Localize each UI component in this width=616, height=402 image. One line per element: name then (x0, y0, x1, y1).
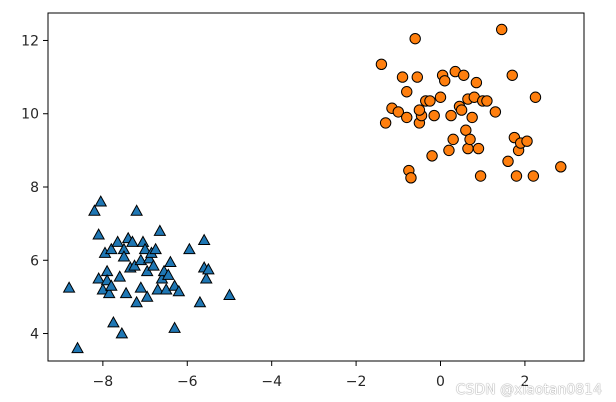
triangle-point (117, 250, 131, 262)
triangle-point (151, 283, 165, 295)
triangle-point (140, 264, 154, 277)
plot-marks (62, 23, 567, 354)
circle-point (458, 69, 470, 81)
circle-point (506, 69, 518, 81)
y-tick-label: 4 (30, 327, 39, 343)
triangle-point (197, 233, 211, 246)
circle-point (401, 111, 413, 124)
triangle-point (147, 259, 160, 271)
triangle-point (223, 288, 236, 300)
triangle-point (130, 204, 143, 216)
circle-point (443, 144, 455, 157)
circle-point (466, 111, 478, 124)
circle-point (496, 23, 508, 36)
triangle-point (161, 268, 175, 280)
circle-point (409, 32, 421, 45)
circle-point (428, 109, 440, 122)
triangle-point (88, 204, 101, 216)
triangle-point (107, 316, 120, 328)
circle-point (447, 133, 459, 146)
triangle-point (142, 251, 156, 264)
triangle-point (130, 295, 143, 308)
circle-point (411, 71, 423, 83)
circle-point (462, 142, 474, 155)
y-tick-label: 10 (21, 107, 39, 123)
circle-point (521, 135, 533, 147)
y-tick-label: 8 (30, 180, 39, 196)
circle-point (510, 170, 523, 182)
circle-point (434, 91, 447, 103)
x-tick-label: −8 (93, 374, 114, 390)
circle-point (481, 95, 493, 107)
triangle-point (96, 283, 110, 295)
circle-point (464, 133, 476, 146)
y-tick-label: 12 (21, 33, 39, 49)
circle-point (472, 142, 485, 155)
circle-point (460, 124, 472, 136)
triangle-point (183, 242, 196, 255)
triangle-point (119, 286, 133, 299)
triangle-point (102, 286, 116, 299)
triangle-point (140, 290, 154, 302)
triangle-point (164, 255, 177, 267)
circle-point (529, 91, 542, 103)
x-tick-label: 2 (520, 374, 529, 390)
triangle-point (94, 195, 108, 207)
triangle-point (126, 235, 139, 247)
x-tick-label: 0 (436, 374, 445, 390)
circle-point (424, 95, 436, 107)
triangle-point (71, 341, 84, 354)
circle-point (396, 71, 409, 83)
triangle-point (104, 279, 118, 291)
circle-point (413, 104, 426, 116)
triangle-point (62, 281, 76, 293)
x-tick-label: −4 (261, 374, 282, 390)
circle-point (489, 106, 502, 118)
triangle-point (153, 224, 167, 236)
triangle-point (199, 272, 213, 284)
circle-point (502, 155, 514, 168)
circle-point (474, 170, 487, 182)
triangle-point (115, 326, 129, 339)
triangle-point (159, 283, 173, 295)
triangle-point (168, 321, 181, 333)
circle-point (445, 109, 457, 122)
triangle-point (172, 284, 186, 297)
y-tick-label: 6 (30, 253, 39, 269)
x-tick-label: −6 (177, 374, 198, 390)
triangle-point (134, 281, 148, 293)
circle-point (555, 161, 567, 173)
circle-point (470, 76, 483, 89)
triangle-point (193, 295, 207, 308)
circle-point (455, 104, 468, 116)
circle-point (375, 58, 388, 70)
triangle-point (111, 235, 124, 247)
triangle-point (136, 235, 150, 247)
triangle-point (113, 270, 127, 282)
circle-point (401, 86, 413, 98)
circle-point (392, 106, 404, 118)
circle-point (379, 117, 392, 129)
triangle-point (128, 259, 141, 271)
circle-point (527, 170, 540, 182)
circle-point (426, 150, 438, 162)
triangle-point (92, 228, 105, 240)
triangle-point (202, 262, 215, 275)
axes-frame (47, 12, 585, 362)
y-axis-ticks: 4 6 8 10 12 (21, 33, 48, 343)
circle-point (439, 75, 451, 87)
triangle-point (149, 242, 162, 255)
watermark: CSDN @xiaotan0814 (455, 382, 602, 398)
triangle-point (104, 242, 118, 255)
triangle-point (138, 242, 152, 255)
x-tick-label: −2 (346, 374, 367, 390)
circle-point (405, 172, 417, 184)
triangle-point (92, 272, 105, 284)
x-axis-ticks: −8 −6 −4 −2 0 2 (93, 361, 529, 390)
